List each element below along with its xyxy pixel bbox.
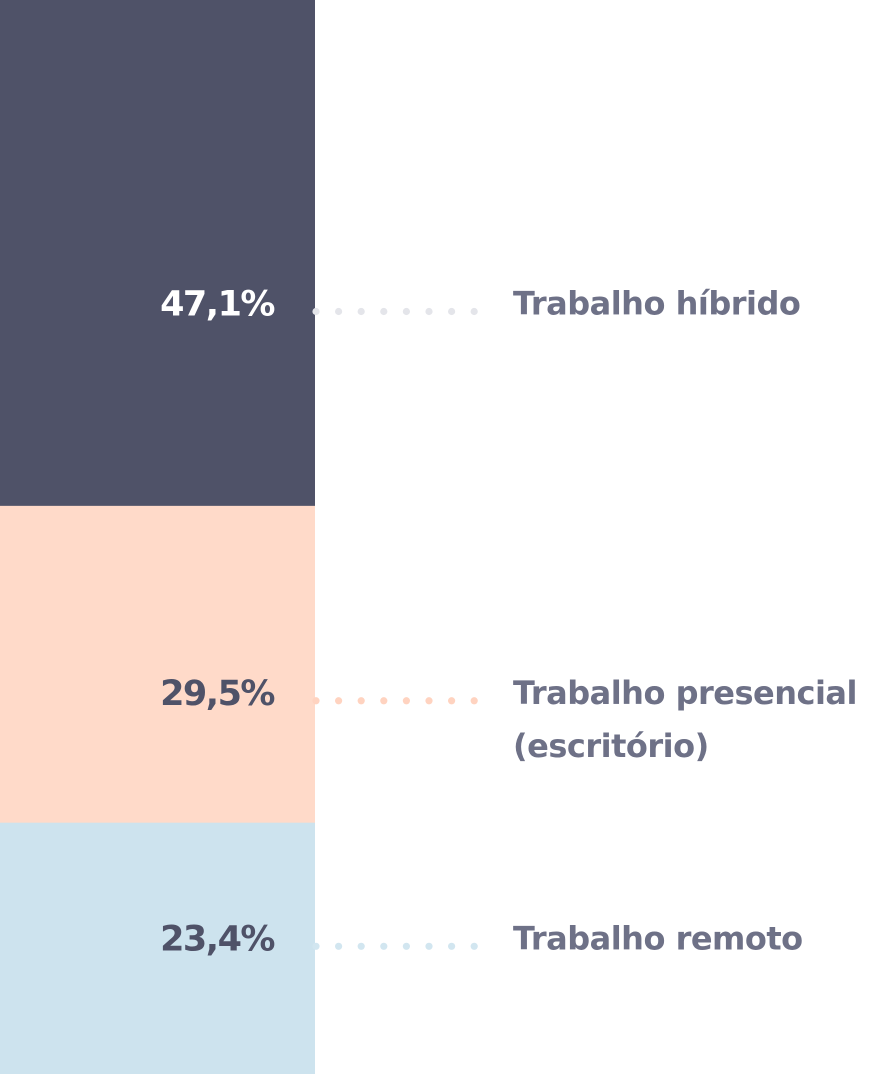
value-labels-layer: 47,1% 29,5% 23,4%	[160, 285, 276, 960]
connector-dot	[425, 307, 433, 316]
category-label-remoto: Trabalho remoto	[513, 919, 803, 957]
connector-remoto	[312, 942, 478, 950]
connector-dot	[335, 942, 343, 950]
connector-dot	[448, 942, 456, 950]
value-label-hibrido: 47,1%	[160, 285, 274, 325]
connector-dot	[380, 307, 388, 316]
connector-dot	[380, 942, 388, 950]
connector-presencial	[312, 697, 478, 705]
category-label-hibrido: Trabalho híbrido	[513, 285, 800, 323]
value-label-remoto: 23,4%	[160, 919, 274, 959]
connector-dot	[448, 307, 456, 316]
connector-dot	[357, 942, 365, 950]
connector-dot	[425, 942, 433, 950]
segments-layer	[0, 0, 315, 1074]
category-label-presencial: Trabalho presencial (escritório)	[513, 674, 857, 765]
category-label-line: Trabalho presencial	[513, 674, 857, 712]
connector-dot	[402, 697, 410, 705]
connector-dot	[335, 307, 343, 316]
category-label-line: Trabalho híbrido	[513, 285, 800, 323]
bar-segment-hibrido	[0, 0, 315, 507]
connector-dot	[312, 697, 320, 705]
connector-dot	[425, 697, 433, 705]
category-label-line: Trabalho remoto	[513, 919, 803, 957]
category-labels-layer: Trabalho híbrido Trabalho presencial (escr…	[513, 285, 857, 958]
connector-dot	[335, 697, 343, 705]
category-label-line: (escritório)	[513, 727, 709, 765]
connector-dot	[470, 942, 478, 950]
bar-segment-presencial	[0, 505, 315, 824]
connector-dot	[470, 307, 478, 316]
connector-dot	[312, 942, 320, 950]
connector-dot	[380, 697, 388, 705]
connectors-layer	[312, 307, 478, 950]
bar-segment-remoto	[0, 822, 315, 1074]
connector-hibrido	[312, 307, 478, 316]
connector-dot	[312, 307, 320, 316]
connector-dot	[402, 942, 410, 950]
connector-dot	[470, 697, 478, 705]
value-label-presencial: 29,5%	[160, 674, 274, 714]
connector-dot	[402, 307, 410, 316]
connector-dot	[448, 697, 456, 705]
connector-dot	[357, 307, 365, 316]
connector-dot	[357, 697, 365, 705]
